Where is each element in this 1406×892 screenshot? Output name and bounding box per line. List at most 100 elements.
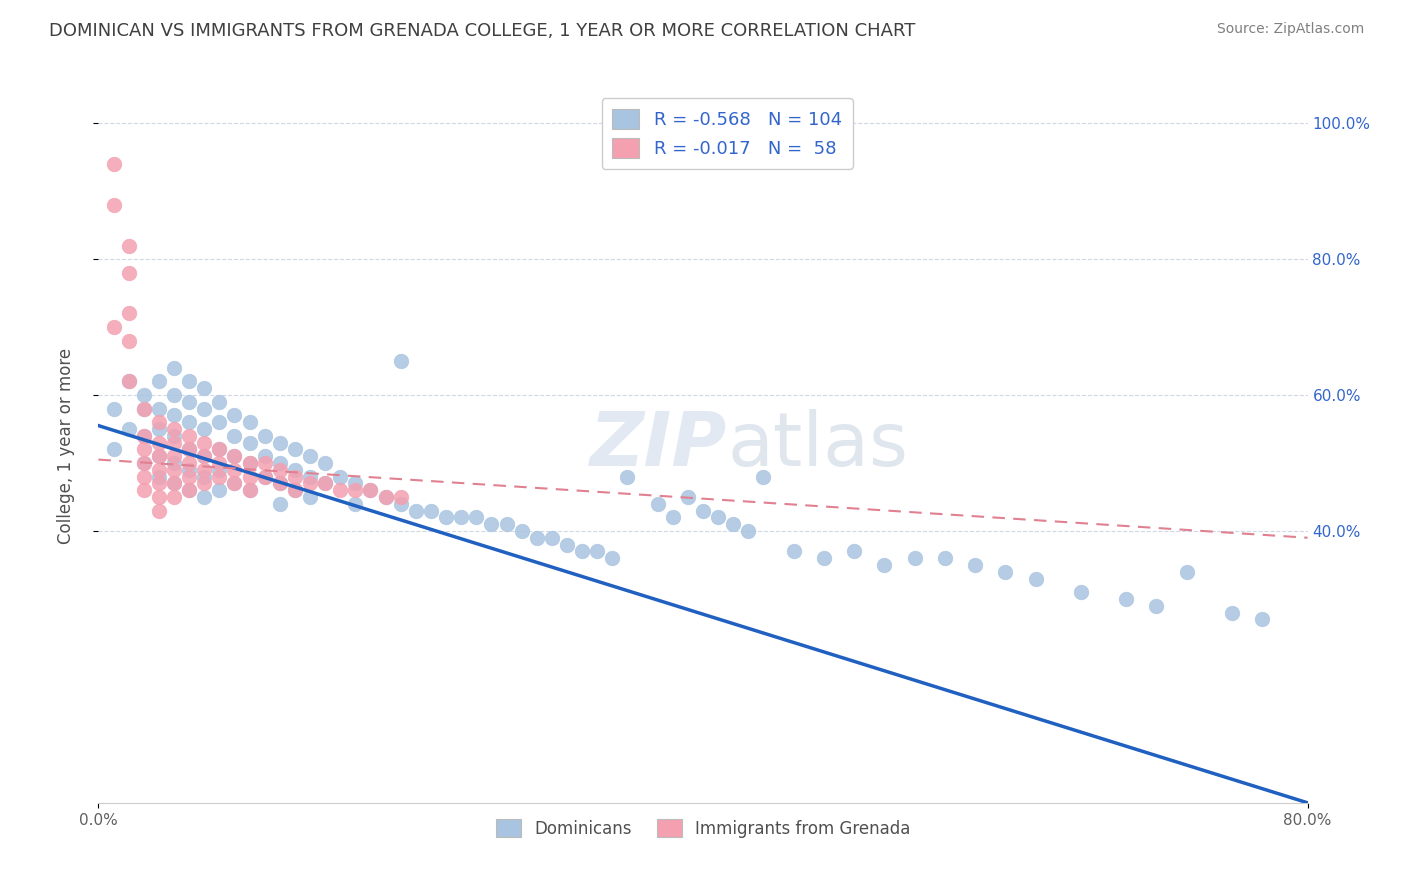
Point	[148, 435, 170, 450]
Point	[148, 449, 170, 463]
Point	[179, 375, 201, 389]
Point	[163, 360, 186, 375]
Point	[132, 469, 155, 483]
Point	[193, 401, 215, 416]
Point	[284, 463, 307, 477]
Point	[118, 238, 141, 252]
Point	[193, 490, 215, 504]
Point	[118, 422, 141, 436]
Point	[239, 415, 262, 429]
Point	[253, 456, 276, 470]
Point	[299, 449, 322, 463]
Point	[284, 442, 307, 457]
Point	[586, 544, 609, 558]
Point	[118, 375, 141, 389]
Point	[389, 354, 412, 368]
Point	[571, 544, 593, 558]
Point	[163, 463, 186, 477]
Point	[269, 497, 291, 511]
Point	[148, 422, 170, 436]
Point	[873, 558, 896, 572]
Point	[752, 469, 775, 483]
Text: DOMINICAN VS IMMIGRANTS FROM GRENADA COLLEGE, 1 YEAR OR MORE CORRELATION CHART: DOMINICAN VS IMMIGRANTS FROM GRENADA COL…	[49, 22, 915, 40]
Point	[179, 456, 201, 470]
Point	[284, 483, 307, 498]
Point	[540, 531, 562, 545]
Point	[284, 469, 307, 483]
Point	[118, 334, 141, 348]
Point	[1220, 606, 1243, 620]
Text: Source: ZipAtlas.com: Source: ZipAtlas.com	[1216, 22, 1364, 37]
Point	[132, 388, 155, 402]
Point	[329, 469, 352, 483]
Point	[179, 463, 201, 477]
Point	[465, 510, 488, 524]
Point	[193, 381, 215, 395]
Point	[148, 469, 170, 483]
Point	[284, 483, 307, 498]
Point	[934, 551, 956, 566]
Point	[344, 483, 367, 498]
Point	[299, 476, 322, 491]
Point	[495, 517, 517, 532]
Point	[450, 510, 472, 524]
Point	[707, 510, 730, 524]
Point	[602, 551, 624, 566]
Point	[269, 476, 291, 491]
Point	[405, 503, 427, 517]
Point	[239, 469, 262, 483]
Point	[193, 422, 215, 436]
Point	[1144, 599, 1167, 613]
Point	[299, 469, 322, 483]
Point	[118, 306, 141, 320]
Point	[208, 483, 231, 498]
Point	[239, 483, 262, 498]
Point	[163, 429, 186, 443]
Point	[132, 401, 155, 416]
Point	[526, 531, 548, 545]
Point	[163, 456, 186, 470]
Point	[179, 483, 201, 498]
Point	[994, 565, 1017, 579]
Point	[723, 517, 745, 532]
Point	[103, 320, 125, 334]
Point	[179, 469, 201, 483]
Point	[179, 394, 201, 409]
Text: atlas: atlas	[727, 409, 908, 483]
Point	[239, 483, 262, 498]
Point	[163, 490, 186, 504]
Point	[1251, 612, 1274, 626]
Point	[253, 469, 276, 483]
Point	[360, 483, 382, 498]
Point	[661, 510, 683, 524]
Point	[253, 449, 276, 463]
Point	[224, 476, 246, 491]
Point	[389, 490, 412, 504]
Point	[148, 490, 170, 504]
Point	[179, 429, 201, 443]
Point	[132, 401, 155, 416]
Point	[344, 476, 367, 491]
Point	[616, 469, 638, 483]
Point	[344, 497, 367, 511]
Point	[148, 503, 170, 517]
Point	[193, 449, 215, 463]
Point	[208, 456, 231, 470]
Point	[374, 490, 396, 504]
Point	[224, 449, 246, 463]
Point	[148, 375, 170, 389]
Text: ZIP: ZIP	[591, 409, 727, 483]
Point	[103, 157, 125, 171]
Point	[208, 415, 231, 429]
Point	[253, 429, 276, 443]
Point	[239, 456, 262, 470]
Point	[193, 449, 215, 463]
Point	[1115, 591, 1137, 606]
Point	[193, 476, 215, 491]
Point	[314, 456, 336, 470]
Point	[103, 401, 125, 416]
Point	[118, 375, 141, 389]
Point	[737, 524, 759, 538]
Point	[132, 442, 155, 457]
Point	[132, 483, 155, 498]
